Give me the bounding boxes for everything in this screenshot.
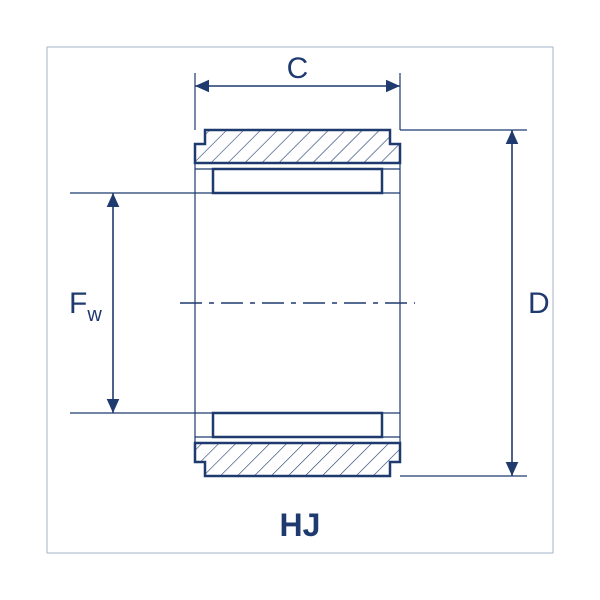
- outer-ring-section: [195, 443, 400, 476]
- dim-label-fw: Fw: [69, 287, 102, 326]
- dim-label-d: D: [528, 287, 550, 320]
- roller: [213, 169, 382, 193]
- outer-ring-section: [195, 130, 400, 163]
- dim-label-c: C: [287, 52, 309, 85]
- roller: [213, 413, 382, 437]
- figure-title: HJ: [280, 507, 321, 543]
